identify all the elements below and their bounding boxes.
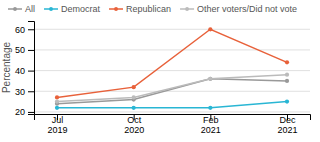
x-tick-label: Jul2019 [47, 115, 67, 135]
legend-item: Democrat [44, 4, 101, 14]
chart-container: All Democrat Republican Other voters/Did no… [0, 0, 320, 142]
series-marker [285, 79, 289, 83]
series-marker [208, 77, 212, 81]
series-line [57, 29, 287, 97]
y-tick: 50 [15, 45, 34, 55]
grid-line [34, 70, 310, 71]
x-tick: Oct2020 [124, 114, 144, 135]
y-tick: 30 [15, 87, 34, 97]
series-line [57, 102, 287, 108]
legend-marker [49, 7, 53, 11]
legend-marker [185, 7, 189, 11]
series-marker [55, 106, 59, 110]
y-axis-title: Percentage [1, 41, 12, 93]
series-marker [285, 73, 289, 77]
series-marker [132, 95, 136, 99]
series [55, 99, 289, 109]
y-tick-label: 60 [15, 25, 25, 35]
x-tick-label: Feb2021 [201, 115, 221, 135]
y-tick-mark [28, 71, 34, 72]
legend-marker [13, 7, 17, 11]
series-marker [208, 27, 212, 31]
series-marker [55, 95, 59, 99]
grid-line [34, 49, 310, 50]
series [55, 77, 289, 106]
series-marker [285, 99, 289, 103]
y-tick-label: 50 [15, 45, 25, 55]
legend-label: Democrat [61, 4, 101, 14]
series-marker [132, 85, 136, 89]
y-tick-mark [28, 50, 34, 51]
x-axis: Jul2019 Oct2020 Feb2021 Dec2021 [35, 114, 311, 135]
x-tick-label: Dec2021 [277, 115, 297, 135]
grid-line [34, 91, 310, 92]
legend-marker [114, 7, 118, 11]
y-axis: 20 30 40 50 60 [15, 22, 35, 118]
y-tick: 60 [15, 25, 34, 35]
series-marker [285, 60, 289, 64]
y-tick-label: 40 [15, 66, 25, 76]
y-tick-mark [28, 29, 34, 30]
series-marker [208, 77, 212, 81]
y-tick-mark [28, 91, 34, 92]
series-line [57, 75, 287, 102]
grid-line [34, 29, 310, 30]
y-tick-mark [28, 112, 34, 113]
plot-area [55, 27, 289, 110]
series-marker [132, 106, 136, 110]
x-tick-label: Oct2020 [124, 115, 144, 135]
legend-label: Other voters/Did not vote [197, 4, 297, 14]
series [55, 73, 289, 104]
legend-item: Republican [109, 4, 171, 14]
grid-line [34, 111, 310, 112]
grid [34, 29, 310, 112]
legend-label: All [25, 4, 35, 14]
y-axis-line [28, 22, 35, 115]
legend-item: All [8, 4, 35, 14]
series-marker [55, 99, 59, 103]
legend: All Democrat Republican Other voters/Did no… [8, 4, 297, 14]
legend-label: Republican [126, 4, 171, 14]
y-tick: 40 [15, 66, 34, 76]
x-tick: Jul2019 [47, 114, 67, 135]
y-tick: 20 [15, 107, 34, 117]
chart-svg: All Democrat Republican Other voters/Did no… [0, 0, 320, 142]
series-marker [208, 106, 212, 110]
x-tick: Dec2021 [277, 114, 297, 135]
legend-item: Other voters/Did not vote [180, 4, 297, 14]
x-tick: Feb2021 [201, 114, 221, 135]
x-axis-line [35, 115, 311, 121]
y-tick-label: 20 [15, 107, 25, 117]
y-tick-label: 30 [15, 87, 25, 97]
